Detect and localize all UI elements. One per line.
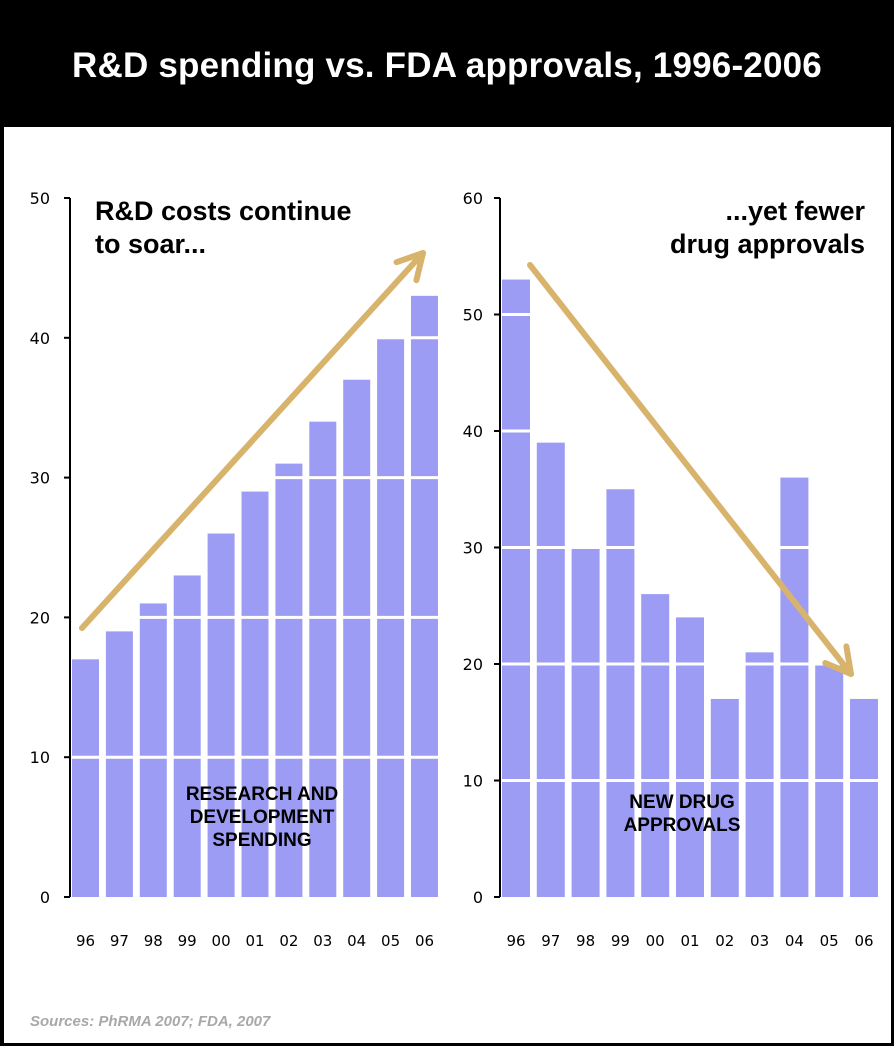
bar-03 bbox=[745, 652, 774, 897]
bar-02 bbox=[710, 698, 739, 897]
y-tick-label: 50 bbox=[463, 306, 483, 325]
x-tick-label: 97 bbox=[541, 932, 560, 950]
bar-06 bbox=[411, 295, 438, 897]
y-tick-label: 0 bbox=[473, 888, 483, 907]
x-tick-label: 00 bbox=[646, 932, 665, 950]
x-tick-label: 03 bbox=[313, 932, 332, 950]
x-tick-label: 98 bbox=[144, 932, 163, 950]
x-tick-label: 04 bbox=[785, 932, 804, 950]
panel-headline: drug approvals bbox=[670, 229, 865, 259]
chart-panel-2: 0 10 20 30 40 50 60 96 97 98 99 00 01 02 03 04 05 06 ...ye… bbox=[463, 189, 885, 950]
y-tick-label: 20 bbox=[30, 608, 50, 627]
bar-03 bbox=[309, 421, 337, 897]
chart-panel-1: 0 10 20 30 40 50 96 97 98 99 00 01 02 03 04 05 06 R&D cos… bbox=[30, 189, 445, 950]
bar-97 bbox=[105, 631, 133, 897]
bar-02 bbox=[275, 463, 303, 897]
trend-arrow bbox=[527, 262, 854, 677]
x-tick-label: 01 bbox=[680, 932, 699, 950]
panel-headline: ...yet fewer bbox=[725, 196, 865, 226]
panel-headline: to soar... bbox=[95, 229, 206, 259]
x-tick-label: 98 bbox=[576, 932, 595, 950]
x-tick-label: 99 bbox=[178, 932, 197, 950]
y-tick-label: 10 bbox=[463, 772, 483, 791]
y-tick-label: 50 bbox=[30, 189, 50, 208]
bar-00 bbox=[641, 594, 670, 897]
x-tick-label: 03 bbox=[750, 932, 769, 950]
x-tick-label: 99 bbox=[611, 932, 630, 950]
x-tick-label: 06 bbox=[854, 932, 873, 950]
bar-06 bbox=[850, 698, 878, 897]
bar-98 bbox=[139, 603, 167, 897]
y-tick-label: 0 bbox=[40, 888, 50, 907]
y-tick-label: 30 bbox=[30, 469, 50, 488]
x-tick-label: 02 bbox=[715, 932, 734, 950]
trend-arrow-head bbox=[822, 643, 854, 677]
x-tick-label: 06 bbox=[415, 932, 434, 950]
y-tick-label: 20 bbox=[463, 655, 483, 674]
x-tick-label: 00 bbox=[212, 932, 231, 950]
y-tick-label: 40 bbox=[30, 329, 50, 348]
trend-arrow-head bbox=[393, 250, 426, 284]
bar-99 bbox=[606, 489, 635, 897]
x-tick-label: 04 bbox=[347, 932, 366, 950]
series-label: RESEARCH AND bbox=[186, 784, 338, 805]
x-tick-label: 05 bbox=[820, 932, 839, 950]
panel-headline: R&D costs continue bbox=[95, 196, 352, 226]
x-tick-label: 97 bbox=[110, 932, 129, 950]
y-tick-label: 10 bbox=[30, 748, 50, 767]
y-tick-label: 60 bbox=[463, 189, 483, 208]
bar-97 bbox=[536, 442, 565, 897]
series-label: APPROVALS bbox=[624, 815, 741, 836]
trend-arrow bbox=[79, 250, 426, 631]
title-banner: R&D spending vs. FDA approvals, 1996-200… bbox=[0, 0, 894, 127]
bar-99 bbox=[173, 575, 201, 897]
bar-96 bbox=[72, 659, 99, 897]
bar-98 bbox=[571, 547, 600, 897]
y-tick-label: 40 bbox=[463, 422, 483, 441]
bar-01 bbox=[241, 491, 269, 897]
bar-01 bbox=[676, 617, 704, 897]
bar-00 bbox=[207, 533, 235, 897]
series-label: SPENDING bbox=[212, 830, 311, 851]
source-note: Sources: PhRMA 2007; FDA, 2007 bbox=[30, 1013, 271, 1030]
bar-96 bbox=[502, 279, 530, 897]
bar-04 bbox=[343, 379, 371, 897]
chart-title: R&D spending vs. FDA approvals, 1996-200… bbox=[72, 46, 822, 85]
x-tick-label: 02 bbox=[279, 932, 298, 950]
y-tick-label: 30 bbox=[463, 539, 483, 558]
bar-04 bbox=[780, 477, 809, 897]
x-tick-label: 05 bbox=[381, 932, 400, 950]
series-label: NEW DRUG bbox=[629, 792, 735, 813]
series-label: DEVELOPMENT bbox=[190, 807, 335, 828]
x-tick-label: 96 bbox=[506, 932, 525, 950]
x-tick-label: 01 bbox=[245, 932, 264, 950]
x-tick-label: 96 bbox=[76, 932, 95, 950]
